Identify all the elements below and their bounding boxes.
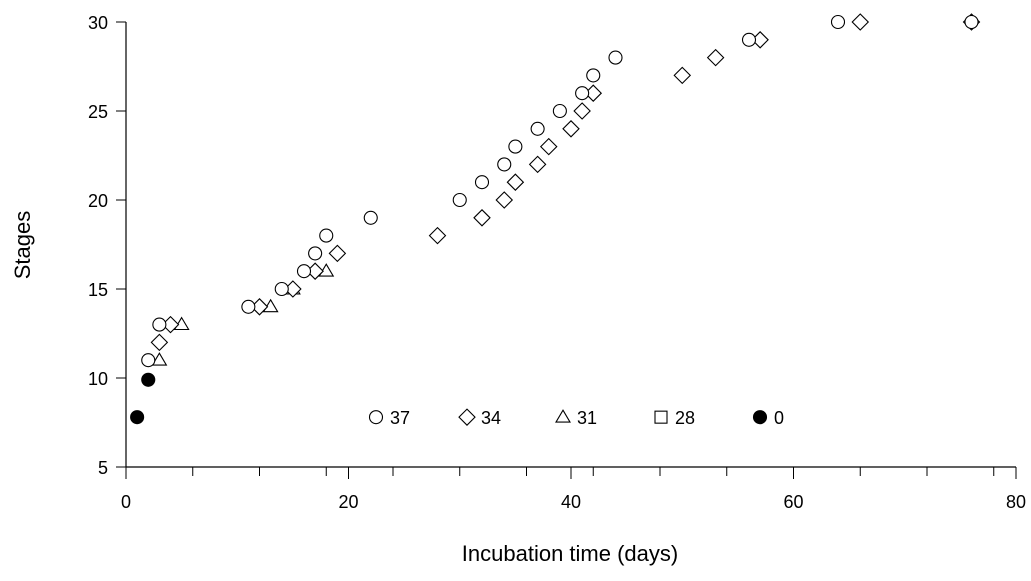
data-point-series-37 [530, 121, 545, 136]
data-point-series-0 [141, 372, 156, 387]
legend-marker-0 [752, 410, 768, 425]
data-point-series-34 [539, 137, 558, 156]
data-point-series-37 [274, 281, 289, 297]
y-tick-label: 25 [88, 102, 108, 122]
data-point-series-31 [151, 352, 168, 366]
data-point-series-34 [328, 244, 347, 263]
legend-marker-37 [368, 410, 384, 425]
legend-label-0: 0 [774, 408, 784, 428]
x-tick-label: 80 [1006, 492, 1026, 512]
legend-label-28: 28 [675, 408, 695, 428]
data-point-series-37 [319, 228, 334, 243]
legend-label-31: 31 [577, 408, 597, 428]
data-point-series-37 [452, 192, 467, 208]
data-point-series-37 [241, 299, 256, 314]
data-point-series-34 [506, 173, 525, 191]
data-point-series-0 [130, 410, 145, 425]
y-axis-label: Stages [10, 211, 35, 280]
data-point-series-37 [152, 317, 167, 332]
x-tick-label: 20 [338, 492, 358, 512]
data-point-series-34 [573, 102, 591, 120]
data-point-series-37 [575, 86, 590, 101]
legend-marker-28 [654, 410, 668, 424]
legend-label-37: 37 [390, 408, 410, 428]
data-point-series-34 [673, 66, 692, 85]
data-point-series-34 [851, 13, 870, 31]
x-tick-label: 40 [561, 492, 581, 512]
data-point-series-37 [586, 68, 601, 83]
legend-label-34: 34 [481, 408, 501, 428]
data-point-series-34 [150, 333, 169, 352]
data-point-series-34 [562, 120, 580, 138]
y-tick-label: 30 [88, 13, 108, 33]
legend-marker-34 [458, 408, 476, 426]
y-tick-label: 15 [88, 280, 108, 300]
data-point-series-34 [428, 226, 447, 245]
tick-labels: 0 20 40 60 80 5 10 15 20 25 30 [88, 13, 1026, 512]
y-tick-label: 20 [88, 191, 108, 211]
data-point-series-37 [474, 175, 490, 190]
data-point-series-37 [141, 353, 156, 368]
data-point-series-37 [296, 264, 312, 279]
x-axis-label: Incubation time (days) [462, 541, 678, 566]
data-point-series-34 [473, 209, 491, 227]
data-point-series-37 [552, 103, 567, 119]
data-point-series-37 [830, 14, 846, 30]
data-point-series-37 [363, 210, 378, 225]
axes [125, 22, 1016, 468]
data-point-series-34 [706, 48, 725, 67]
data-point-series-37 [964, 14, 979, 30]
data-point-series-34 [495, 191, 514, 209]
data-point-series-37 [508, 139, 523, 154]
data-point-series-34 [528, 155, 547, 174]
data-point-series-37 [741, 32, 757, 47]
y-tick-label: 10 [88, 369, 108, 389]
legend: 37 34 31 28 0 [368, 408, 784, 428]
tick-marks [116, 21, 1017, 479]
data-point-series-37 [308, 246, 323, 261]
data-point-series-37 [608, 50, 623, 65]
legend-marker-31 [555, 409, 571, 423]
y-tick-label: 5 [98, 458, 108, 478]
data-point-series-37 [497, 157, 512, 172]
data-points [130, 13, 981, 425]
x-tick-label: 0 [121, 492, 131, 512]
x-tick-label: 60 [783, 492, 803, 512]
